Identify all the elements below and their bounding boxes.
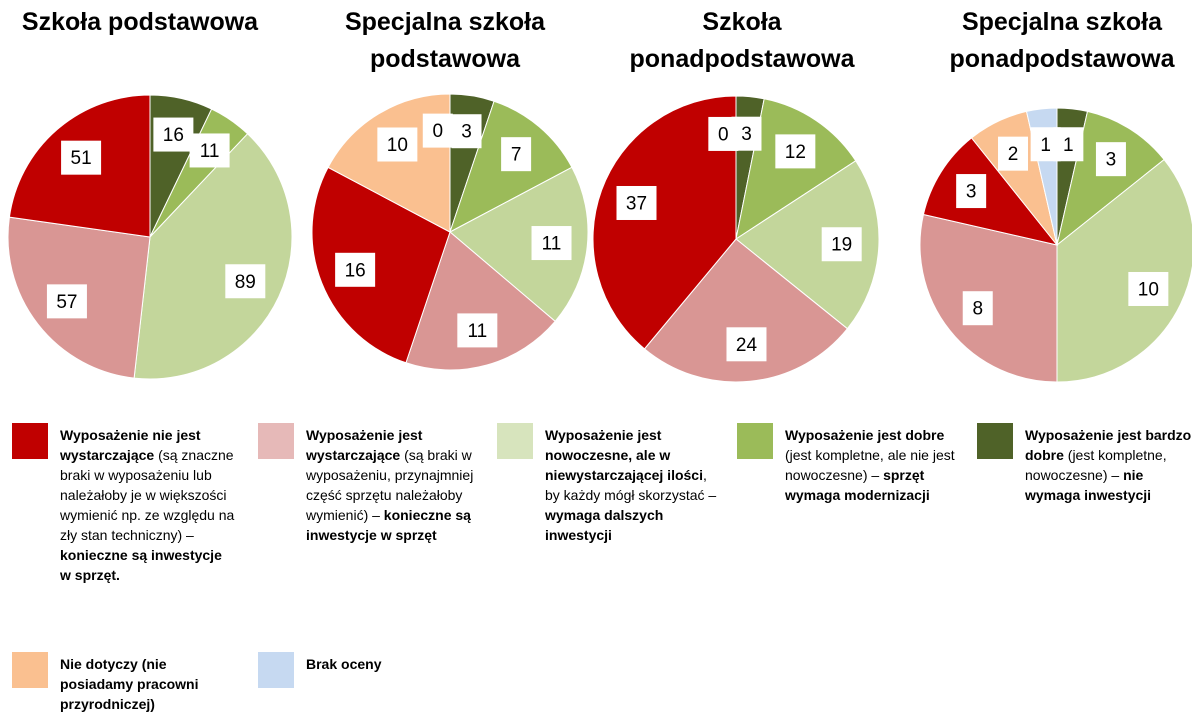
legend-text-part: Brak oceny	[306, 656, 382, 672]
data-label: 11	[467, 321, 487, 342]
data-label-box	[457, 313, 498, 348]
data-label: 3	[741, 124, 752, 145]
pie-slice	[643, 238, 849, 383]
data-label-box	[998, 136, 1029, 171]
pie-slice	[311, 166, 451, 364]
data-label-box	[377, 127, 418, 162]
legend-text-part: Wyposażenie jest bardzo dobre	[1025, 427, 1192, 463]
data-label-box	[962, 291, 993, 326]
chart-title: Specjalna szkoła podstawowa	[344, 8, 546, 73]
legend-swatch	[497, 423, 533, 459]
legend-text: Brak oceny	[306, 654, 481, 674]
data-label-box	[708, 116, 739, 151]
legend-text: Wyposażenie jest wystarczające (są braki…	[306, 425, 481, 545]
data-label: 89	[235, 272, 256, 293]
legend-text-part: Wyposażenie jest nowoczesne, ale w niewy…	[545, 427, 703, 483]
data-label-box	[726, 327, 767, 362]
data-label: 0	[718, 124, 729, 145]
chart-title: Szkoła podstawowa	[21, 8, 259, 36]
data-label: 3	[461, 122, 472, 143]
data-label: 2	[1008, 144, 1019, 165]
legend-text-part: sprzęt wymaga modernizacji	[785, 467, 930, 503]
data-label-box	[335, 252, 376, 287]
data-label: 11	[542, 234, 562, 255]
legend-text-part: , by każdy mógł skorzystać –	[545, 467, 717, 503]
data-label: 0	[432, 121, 443, 142]
data-label: 37	[626, 193, 647, 214]
legend-text: Wyposażenie nie jest wystarczające (są z…	[60, 425, 235, 585]
legend-text-part: Nie dotyczy (nie posiadamy pracowni przy…	[60, 656, 199, 712]
legend-text-part: konieczne są inwestycje w sprzęt.	[60, 547, 222, 583]
data-label: 51	[71, 148, 92, 169]
legend-text-part: Wyposażenie jest wystarczające	[306, 427, 423, 463]
data-label: 3	[966, 182, 977, 203]
pie-slice	[922, 137, 1059, 246]
pie-slice	[405, 231, 556, 371]
data-label-box	[956, 174, 987, 209]
chart-title: Specjalna szkoła ponadpodstawowa	[949, 8, 1175, 73]
pie-slice	[592, 95, 737, 350]
data-label: 12	[785, 142, 806, 163]
data-label: 11	[200, 141, 220, 162]
data-label: 57	[56, 292, 77, 313]
data-label: 7	[511, 145, 522, 166]
legend-swatch	[12, 423, 48, 459]
legend-text-part: nie wymaga inwestycji	[1025, 467, 1152, 503]
data-label-box	[616, 185, 657, 220]
legend-swatch	[258, 652, 294, 688]
data-label-box	[422, 113, 453, 148]
data-label-box	[61, 140, 102, 175]
data-label: 19	[831, 235, 852, 256]
data-label-box	[225, 264, 266, 299]
legend-text-part: (są braki w wyposażeniu, przynajmniej cz…	[306, 447, 474, 523]
legend-text-part: Wyposażenie nie jest wystarczające	[60, 427, 201, 463]
pie-slice	[327, 93, 451, 233]
legend-text-part: konieczne są inwestycje w sprzęt	[306, 507, 471, 543]
legend-text-part: wymaga dalszych inwestycji	[545, 507, 664, 543]
data-label-box	[153, 117, 194, 152]
data-label: 3	[1106, 150, 1117, 171]
pie-slice	[735, 98, 857, 241]
data-label: 8	[972, 299, 983, 320]
data-label: 16	[345, 260, 366, 281]
legend-text-part: (są znaczne braki w wyposażeniu lub nale…	[60, 447, 235, 543]
legend-text-part: (jest kompletne, ale nie jest nowoczesne…	[785, 447, 955, 483]
pie-slice	[133, 133, 293, 380]
legend-text: Wyposażenie jest dobre (jest kompletne, …	[785, 425, 960, 505]
data-label-box	[531, 226, 572, 261]
legend-text-part: (jest kompletne, nowoczesne) –	[1025, 447, 1167, 483]
data-label: 10	[387, 135, 408, 156]
data-label: 10	[1138, 279, 1159, 300]
data-label: 1	[1063, 135, 1074, 156]
data-label: 24	[736, 335, 758, 356]
legend-text-part: Wyposażenie jest dobre	[785, 427, 945, 443]
pie-slice	[1056, 158, 1192, 383]
chart-title: Szkoła ponadpodstawowa	[629, 8, 855, 73]
data-label-box	[46, 284, 87, 319]
legend-swatch	[977, 423, 1013, 459]
legend-text: Wyposażenie jest bardzo dobre (jest komp…	[1025, 425, 1192, 505]
data-label-box	[821, 227, 862, 262]
data-label-box	[1128, 271, 1169, 306]
data-label-box	[1095, 142, 1126, 177]
legend-swatch	[12, 652, 48, 688]
data-label-box	[501, 137, 532, 172]
data-label: 16	[163, 125, 184, 146]
pie-slice	[449, 166, 589, 323]
pie-slice	[1056, 110, 1165, 247]
data-label-box	[775, 134, 816, 169]
data-label-box	[189, 133, 230, 168]
legend-text: Nie dotyczy (nie posiadamy pracowni przy…	[60, 654, 235, 714]
data-label-box	[1030, 127, 1061, 162]
data-label-box	[451, 114, 482, 149]
legend-text: Wyposażenie jest nowoczesne, ale w niewy…	[545, 425, 720, 545]
pie-slice	[735, 160, 880, 330]
legend-swatch	[737, 423, 773, 459]
legend-swatch	[258, 423, 294, 459]
data-label: 1	[1040, 135, 1051, 156]
